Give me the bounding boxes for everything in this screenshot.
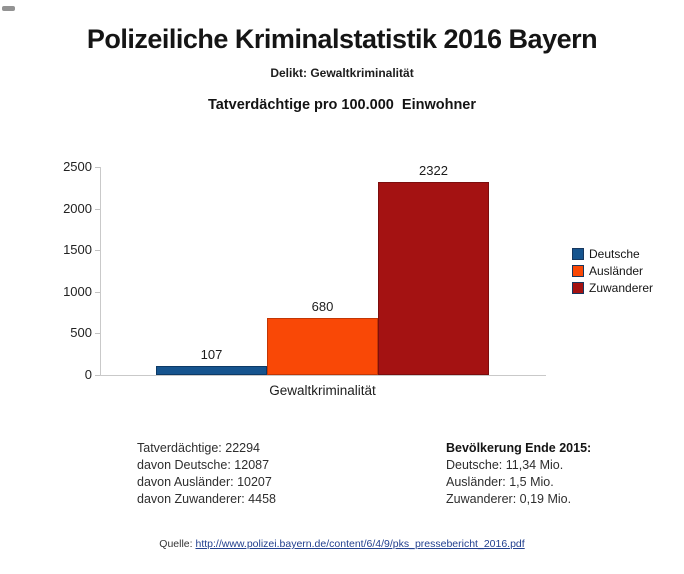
legend-item-zuwanderer: Zuwanderer bbox=[572, 280, 654, 295]
source-link[interactable]: http://www.polizei.bayern.de/content/6/4… bbox=[195, 538, 525, 550]
note-line: davon Zuwanderer: 4458 bbox=[137, 492, 276, 506]
source-line: Quelle: http://www.polizei.bayern.de/con… bbox=[0, 538, 684, 550]
y-tick-mark bbox=[95, 375, 100, 376]
notes-right-heading: Bevölkerung Ende 2015: bbox=[446, 441, 592, 455]
legend-item-deutsche: Deutsche bbox=[572, 246, 653, 261]
bar-auslaender bbox=[267, 318, 378, 375]
bar-value-label-deutsche: 107 bbox=[200, 347, 223, 362]
note-line: davon Ausländer: 10207 bbox=[137, 475, 272, 489]
note-line: Ausländer: 1,5 Mio. bbox=[446, 475, 554, 489]
y-tick-mark bbox=[95, 333, 100, 335]
page-subtitle: Delikt: Gewaltkriminalität bbox=[270, 66, 414, 80]
y-tick-label: 2000 bbox=[63, 200, 92, 216]
legend-swatch-deutsche bbox=[572, 247, 584, 260]
x-axis-label: Gewaltkriminalität bbox=[269, 383, 376, 398]
bar-value-label-auslaender: 680 bbox=[311, 299, 334, 314]
bar-zuwanderer bbox=[378, 182, 489, 375]
y-tick-label: 1000 bbox=[63, 283, 92, 299]
y-tick-mark bbox=[95, 208, 100, 210]
note-line: Tatverdächtige: 22294 bbox=[137, 441, 261, 455]
legend-swatch-auslaender bbox=[572, 264, 584, 277]
legend-swatch-zuwanderer bbox=[572, 281, 584, 294]
notes-right: Bevölkerung Ende 2015: Deutsche: 11,34 M… bbox=[446, 440, 591, 508]
notes-left: Tatverdächtige: 22294 davon Deutsche: 120… bbox=[137, 440, 276, 508]
y-tick-label: 2500 bbox=[63, 159, 92, 174]
note-line: davon Deutsche: 12087 bbox=[137, 458, 270, 472]
y-tick-label: 1500 bbox=[63, 242, 92, 258]
page-title: Polizeiliche Kriminalstatistik 2016 Baye… bbox=[86, 24, 598, 54]
legend-item-auslaender: Ausländer bbox=[572, 263, 653, 278]
source-label: Quelle: bbox=[159, 538, 196, 550]
y-tick-mark bbox=[95, 167, 100, 168]
bar-chart: 0 500 1000 1500 2000 2500 107 680 2322 Gewaltkr… bbox=[0, 159, 684, 407]
legend-label: Zuwanderer bbox=[589, 280, 654, 295]
bar-deutsche bbox=[156, 366, 267, 375]
note-line: Deutsche: 11,34 Mio. bbox=[446, 458, 564, 472]
note-line: Zuwanderer: 0,19 Mio. bbox=[446, 492, 572, 506]
legend-label: Deutsche bbox=[589, 246, 640, 261]
scan-artifact bbox=[2, 6, 15, 11]
chart-title: Tatverdächtige pro 100.000 Einwohner bbox=[207, 97, 477, 113]
y-tick-mark bbox=[95, 250, 100, 252]
y-tick-label: 0 bbox=[84, 367, 92, 382]
y-tick-label: 500 bbox=[70, 325, 92, 341]
bar-value-label-zuwanderer: 2322 bbox=[419, 163, 448, 178]
y-tick-mark bbox=[95, 291, 100, 293]
legend: Deutsche Ausländer Zuwanderer bbox=[572, 247, 653, 298]
plot-area: 107 680 2322 bbox=[100, 163, 546, 376]
legend-label: Ausländer bbox=[589, 263, 644, 278]
